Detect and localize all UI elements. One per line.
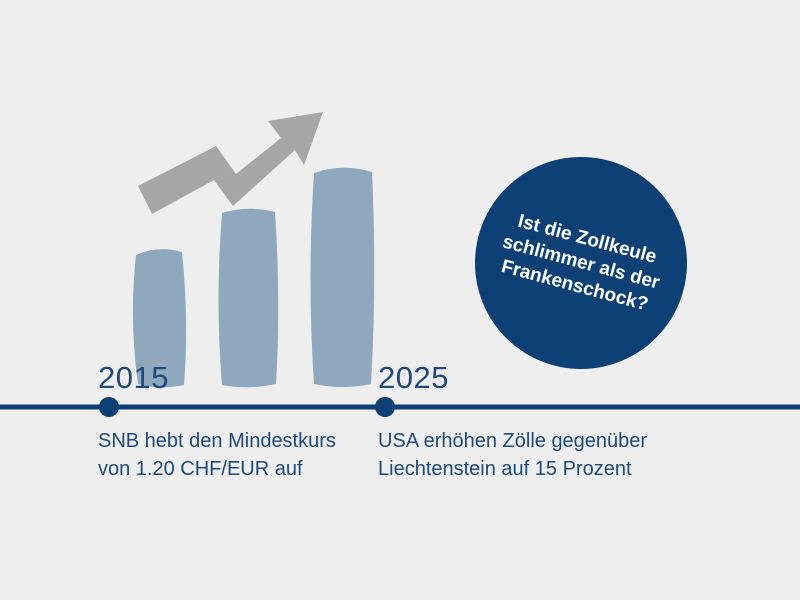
timeline-caption-2025: USA erhöhen Zölle gegenüber Liechtenstei…: [378, 427, 647, 483]
illustration-bar-2: [218, 208, 279, 388]
timeline-caption-2015: SNB hebt den Mindestkurs von 1.20 CHF/EU…: [98, 427, 336, 483]
caption-line: USA erhöhen Zölle gegenüber: [378, 430, 648, 452]
question-bubble: Ist die Zollkeule schlimmer als der Fran…: [475, 157, 687, 369]
timeline-marker-2015: [99, 397, 119, 417]
illustration-bar-1: [132, 249, 187, 388]
growth-bar-chart-icon: [132, 167, 375, 388]
question-text: Ist die Zollkeule schlimmer als der Fran…: [494, 207, 669, 318]
caption-line: von 1.20 CHF/EUR auf: [98, 458, 303, 480]
timeline-year-2025: 2025: [378, 360, 449, 395]
timeline-year-2015: 2015: [98, 360, 169, 395]
trend-up-arrow-icon: [138, 112, 323, 214]
caption-line: SNB hebt den Mindestkurs: [98, 430, 336, 452]
timeline-marker-2025: [375, 397, 395, 417]
illustration-bar-3: [310, 167, 375, 387]
caption-line: Liechtenstein auf 15 Prozent: [378, 458, 632, 480]
